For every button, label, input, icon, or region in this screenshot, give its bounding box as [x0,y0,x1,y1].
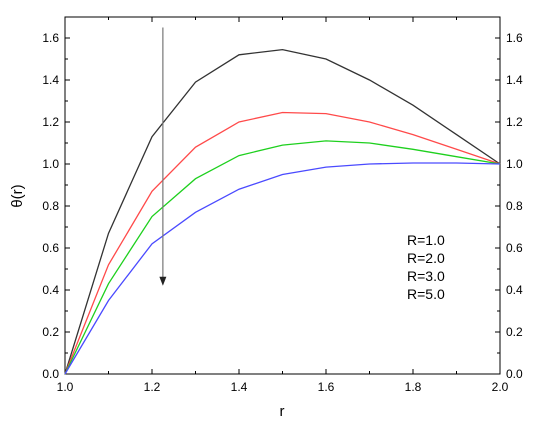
y-tick-label-right: 1.2 [506,115,523,129]
x-tick-label: 1.2 [144,380,161,394]
series-line-2 [64,111,501,375]
y-tick-label-left: 1.0 [42,157,59,171]
x-axis-label: r [280,403,285,420]
x-tick-label: 1.6 [318,380,335,394]
axis-ticks: 1.0 1.2 1.4 1.6 1.8 2.00.0 0.00.2 0.20.4 0.40.6 0… [42,16,523,394]
y-tick-label-left: 0.8 [42,199,59,213]
series-line-3 [64,140,501,375]
legend-entry: R=2.0 [407,250,445,266]
arrow-head [159,276,167,286]
y-tick-label-left: 1.2 [42,115,59,129]
x-tick-label: 2.0 [492,380,509,394]
series-lines [64,48,501,375]
series-line-1 [64,48,501,375]
y-tick-label-left: 1.6 [42,31,59,45]
y-tick-label-right: 0.2 [506,325,523,339]
y-tick-label-right: 1.0 [506,157,523,171]
series-line-4 [64,162,501,375]
plot-frame [64,16,501,375]
legend-entry: R=5.0 [407,286,445,302]
legend-entry: R=1.0 [407,232,445,248]
y-tick-label-left: 0.6 [42,241,59,255]
y-tick-label-left: 0.2 [42,325,59,339]
y-tick-label-left: 0.4 [42,283,59,297]
y-tick-label-left: 1.4 [42,73,59,87]
x-tick-label: 1.8 [405,380,422,394]
y-tick-label-right: 1.6 [506,31,523,45]
legend-entry: R=3.0 [407,268,445,284]
y-tick-label-left: 0.0 [42,367,59,381]
y-axis-label: θ(r) [9,184,26,207]
y-tick-label-right: 0.6 [506,241,523,255]
x-tick-label: 1.0 [57,380,74,394]
annotation-arrow [159,27,167,286]
y-tick-label-right: 0.8 [506,199,523,213]
legend: R=1.0 R=2.0 R=3.0 R=5.0 [407,232,445,302]
y-tick-label-right: 0.4 [506,283,523,297]
y-tick-label-right: 1.4 [506,73,523,87]
y-tick-label-right: 0.0 [506,367,523,381]
x-tick-label: 1.4 [231,380,248,394]
